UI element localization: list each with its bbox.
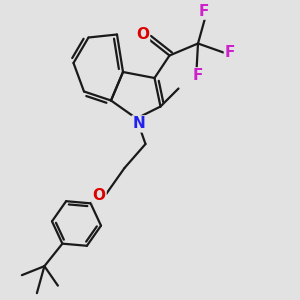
Text: F: F [193,68,203,83]
Text: O: O [136,27,149,42]
Text: N: N [133,116,145,131]
Text: O: O [92,188,106,202]
Text: F: F [199,4,209,19]
Text: F: F [225,45,235,60]
